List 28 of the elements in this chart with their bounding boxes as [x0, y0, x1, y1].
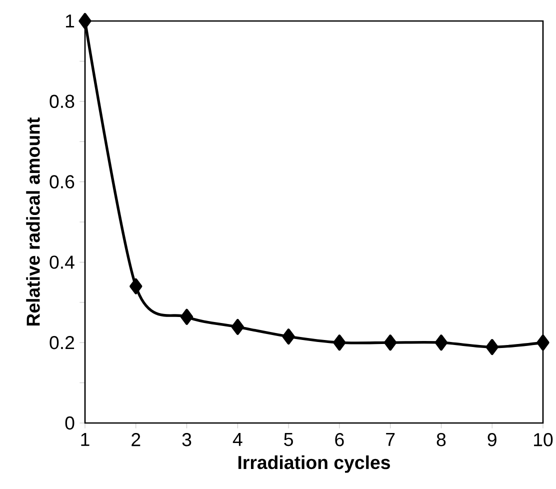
- y-tick-label: 0.8: [50, 94, 74, 108]
- point: [231, 318, 244, 335]
- x-tick-label: 2: [132, 433, 140, 446]
- point: [536, 334, 550, 351]
- x-axis-title: Irradiation cycles: [238, 455, 390, 473]
- x-tick-label: 8: [436, 433, 446, 446]
- x-tick-label: 5: [284, 433, 293, 446]
- point: [333, 334, 346, 351]
- point: [434, 334, 448, 351]
- x-tick-label: 7: [386, 433, 395, 446]
- y-tick-label: 0.6: [50, 175, 74, 188]
- point: [130, 278, 142, 294]
- y-tick-label: 0: [65, 416, 74, 430]
- point: [486, 339, 498, 356]
- x-tick-label: 10: [534, 433, 553, 446]
- x-tick-label: 4: [232, 433, 242, 446]
- x-tick-label: 6: [335, 433, 344, 446]
- point: [282, 328, 295, 345]
- y-tick-label: 0.2: [50, 336, 74, 350]
- x-tick-label: 9: [488, 433, 496, 446]
- point: [180, 308, 194, 325]
- point: [78, 12, 92, 29]
- point: [384, 334, 397, 351]
- x-tick-label: 3: [182, 433, 192, 446]
- y-tick-label: 0.4: [50, 256, 74, 269]
- x-tick-label: 1: [81, 433, 90, 446]
- y-axis-title: Relative radical amount: [26, 117, 40, 326]
- y-tick-label: 1: [66, 14, 74, 28]
